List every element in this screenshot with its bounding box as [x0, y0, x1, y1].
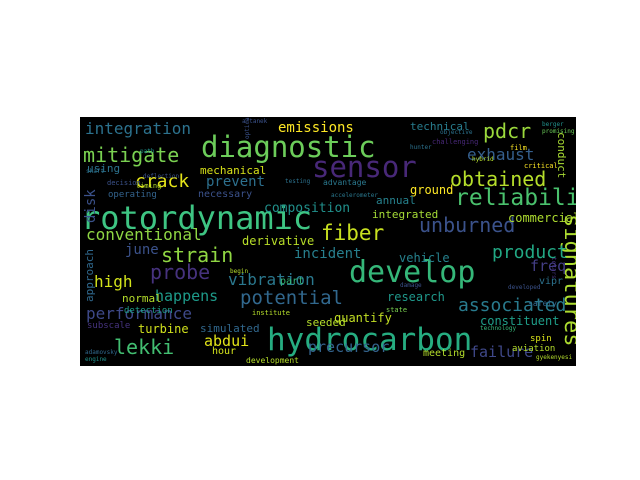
- word: mitigate: [83, 143, 180, 167]
- word: commercial: [508, 211, 576, 225]
- word: damage: [400, 282, 422, 289]
- word: berger: [542, 121, 564, 128]
- word: rotordynamic: [81, 199, 313, 237]
- word: film: [510, 144, 527, 152]
- word: june: [125, 242, 159, 258]
- word: artanek: [242, 118, 268, 125]
- word: institute: [252, 309, 290, 317]
- word: technology: [480, 325, 517, 332]
- word: testing: [285, 178, 311, 185]
- word: detection: [124, 306, 173, 316]
- word: emissions: [278, 120, 354, 136]
- word: lekki: [114, 335, 175, 359]
- word: technical: [410, 120, 470, 133]
- word: state: [386, 306, 408, 314]
- word: begin: [230, 268, 249, 275]
- word: research: [387, 290, 445, 304]
- word: sensor: [312, 150, 417, 184]
- word: normal: [122, 292, 162, 305]
- word: obtained: [450, 167, 547, 191]
- word: simulated: [200, 322, 260, 335]
- word: fiber: [321, 221, 385, 245]
- word: develop: [349, 255, 476, 290]
- word: performance: [86, 304, 192, 323]
- word: part: [280, 276, 305, 287]
- word: conduct: [555, 132, 568, 179]
- word: aviation: [512, 344, 556, 354]
- word: reliability: [455, 185, 576, 211]
- word: prevent: [206, 174, 266, 190]
- word: integrated: [372, 208, 439, 221]
- word: associated: [458, 295, 567, 316]
- word: crack: [135, 171, 190, 192]
- word: freq: [530, 257, 567, 275]
- word: accelerometer: [331, 192, 378, 199]
- word: decision: [107, 179, 141, 187]
- word: operating: [108, 190, 157, 200]
- word: critical: [524, 162, 558, 170]
- word: objective: [440, 129, 473, 136]
- word: abdui: [204, 332, 250, 350]
- word: annual: [376, 194, 416, 207]
- word: hour: [212, 346, 237, 357]
- word: mechanical: [200, 164, 267, 177]
- word: subscale: [87, 321, 131, 331]
- word: ground: [410, 183, 454, 197]
- word: product: [492, 242, 568, 263]
- word: engine: [85, 356, 107, 363]
- word: probe: [150, 260, 211, 284]
- word: tokars: [550, 257, 557, 279]
- word: shaft: [86, 168, 105, 175]
- word: exhaust: [467, 145, 535, 164]
- word: disk: [83, 189, 99, 223]
- word: turbine: [138, 322, 189, 336]
- word: timing: [136, 182, 162, 190]
- word: integration: [85, 119, 191, 138]
- word: safety: [528, 299, 557, 308]
- word: unburned: [419, 213, 516, 237]
- word: conventional: [86, 225, 202, 244]
- word: necessary: [198, 189, 253, 200]
- word: quantify: [334, 311, 392, 325]
- word: potential: [240, 287, 343, 309]
- word: high: [94, 272, 133, 291]
- word: promising: [542, 128, 575, 135]
- word: derivative: [242, 234, 315, 248]
- word: adamovsky: [85, 349, 118, 356]
- word: precursor: [308, 338, 390, 356]
- word: composition: [264, 201, 351, 216]
- word: vibration: [228, 270, 315, 289]
- word: approach: [83, 249, 96, 302]
- word: gyekenyesi: [536, 354, 573, 361]
- word: advantage: [323, 178, 367, 187]
- word: optical: [244, 117, 251, 139]
- word: seeded: [306, 316, 346, 329]
- word: hunter: [410, 144, 432, 151]
- word: developed: [508, 284, 541, 291]
- word: pdcr: [483, 119, 532, 143]
- word: incident: [294, 246, 362, 262]
- word: vipr: [539, 276, 564, 287]
- word: deflection: [143, 173, 180, 180]
- word: spin: [530, 334, 552, 344]
- word: hybrid: [472, 156, 494, 163]
- word: constituent: [480, 314, 560, 328]
- word: diagnostic: [201, 130, 376, 164]
- word: using: [87, 162, 121, 175]
- word: strain: [161, 243, 234, 267]
- word: meeting: [423, 348, 466, 359]
- word: vehicle: [399, 251, 450, 265]
- word: failure: [470, 343, 534, 361]
- word: challenging: [432, 138, 479, 146]
- word-cloud: rotordynamic hydrocarbon develop diagnos…: [80, 117, 576, 366]
- word: path: [140, 148, 155, 155]
- word: hydrocarbon: [267, 322, 473, 358]
- word: happens: [155, 287, 219, 305]
- word: development: [246, 356, 299, 365]
